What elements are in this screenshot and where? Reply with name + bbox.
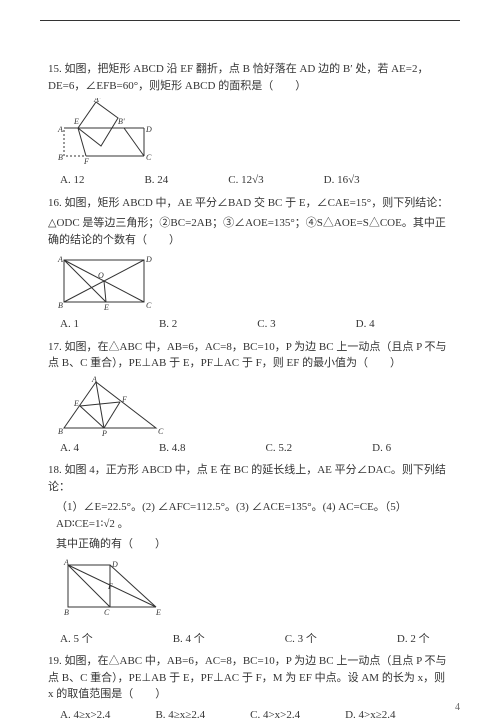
q15-figure: A E A' B' D B F C bbox=[56, 98, 156, 168]
svg-text:B': B' bbox=[118, 117, 125, 126]
q16-optD: D. 4 bbox=[356, 316, 375, 333]
q17-optD: D. 6 bbox=[372, 440, 391, 457]
q15-optD: D. 16√3 bbox=[324, 172, 360, 189]
q18-optD: D. 2 个 bbox=[397, 631, 430, 648]
q18-optC: C. 3 个 bbox=[285, 631, 317, 648]
svg-text:A: A bbox=[57, 125, 63, 134]
svg-text:D: D bbox=[145, 255, 152, 264]
q18-sub2: 其中正确的有（ ） bbox=[56, 536, 452, 553]
q16-optC: C. 3 bbox=[257, 316, 275, 333]
q18-sub: （1）∠E=22.5°。(2) ∠AFC=112.5°。(3) ∠ACE=135… bbox=[56, 499, 452, 532]
svg-text:B: B bbox=[58, 427, 63, 436]
q18-optA: A. 5 个 bbox=[60, 631, 93, 648]
svg-text:F: F bbox=[83, 157, 89, 166]
page-number: 4 bbox=[455, 700, 460, 715]
svg-text:C: C bbox=[146, 301, 152, 310]
q19-text: 19. 如图，在△ABC 中，AB=6，AC=8，BC=10，P 为边 BC 上… bbox=[48, 653, 452, 703]
q16-text2: △ODC 是等边三角形；②BC=2AB；③∠AOE=135°；④S△AOE=S△… bbox=[48, 215, 452, 248]
svg-text:O: O bbox=[98, 271, 104, 280]
q17-figure: A E F B P C bbox=[56, 376, 166, 436]
svg-text:F: F bbox=[107, 582, 113, 591]
q16-figure: A D B E C O bbox=[56, 252, 156, 312]
svg-text:E: E bbox=[73, 399, 79, 408]
svg-text:A: A bbox=[63, 558, 69, 567]
q17-optC: C. 5.2 bbox=[266, 440, 293, 457]
q16-text: 16. 如图，矩形 ABCD 中，AE 平分∠BAD 交 BC 于 E，∠CAE… bbox=[48, 195, 452, 212]
q15-optA: A. 12 bbox=[60, 172, 84, 189]
svg-text:A': A' bbox=[93, 98, 101, 104]
svg-text:E: E bbox=[103, 303, 109, 312]
q17-options: A. 4 B. 4.8 C. 5.2 D. 6 bbox=[60, 440, 452, 457]
q19-optB: B. 4≥x≥2.4 bbox=[155, 707, 205, 724]
svg-text:E: E bbox=[73, 117, 79, 126]
q15-optC: C. 12√3 bbox=[228, 172, 263, 189]
svg-text:B: B bbox=[58, 153, 63, 162]
svg-text:E: E bbox=[155, 608, 161, 617]
q17-text: 17. 如图，在△ABC 中，AB=6，AC=8，BC=10，P 为边 BC 上… bbox=[48, 339, 452, 372]
svg-text:A: A bbox=[57, 255, 63, 264]
svg-text:C: C bbox=[158, 427, 164, 436]
q18-options: A. 5 个 B. 4 个 C. 3 个 D. 2 个 bbox=[60, 631, 452, 648]
q16-optA: A. 1 bbox=[60, 316, 79, 333]
svg-text:B: B bbox=[64, 608, 69, 617]
q16-options: A. 1 B. 2 C. 3 D. 4 bbox=[60, 316, 452, 333]
q19-options: A. 4≥x>2.4 B. 4≥x≥2.4 C. 4>x>2.4 D. 4>x≥… bbox=[60, 707, 452, 724]
q18-figure: A D B C E F bbox=[56, 557, 176, 627]
q15-options: A. 12 B. 24 C. 12√3 D. 16√3 bbox=[60, 172, 452, 189]
q19-optC: C. 4>x>2.4 bbox=[250, 707, 300, 724]
q16-optB: B. 2 bbox=[159, 316, 177, 333]
q19-optA: A. 4≥x>2.4 bbox=[60, 707, 110, 724]
q15-text: 15. 如图，把矩形 ABCD 沿 EF 翻折，点 B 恰好落在 AD 边的 B… bbox=[48, 61, 452, 94]
svg-text:F: F bbox=[121, 395, 127, 404]
svg-text:C: C bbox=[146, 153, 152, 162]
svg-text:P: P bbox=[101, 429, 107, 436]
q17-optA: A. 4 bbox=[60, 440, 79, 457]
svg-text:A: A bbox=[91, 376, 97, 384]
q18-text: 18. 如图 4，正方形 ABCD 中，点 E 在 BC 的延长线上，AE 平分… bbox=[48, 462, 452, 495]
svg-text:C: C bbox=[104, 608, 110, 617]
q17-optB: B. 4.8 bbox=[159, 440, 186, 457]
svg-text:B: B bbox=[58, 301, 63, 310]
q19-optD: D. 4>x≥2.4 bbox=[345, 707, 395, 724]
svg-text:D: D bbox=[111, 560, 118, 569]
q18-optB: B. 4 个 bbox=[173, 631, 205, 648]
q15-optB: B. 24 bbox=[144, 172, 168, 189]
svg-text:D: D bbox=[145, 125, 152, 134]
